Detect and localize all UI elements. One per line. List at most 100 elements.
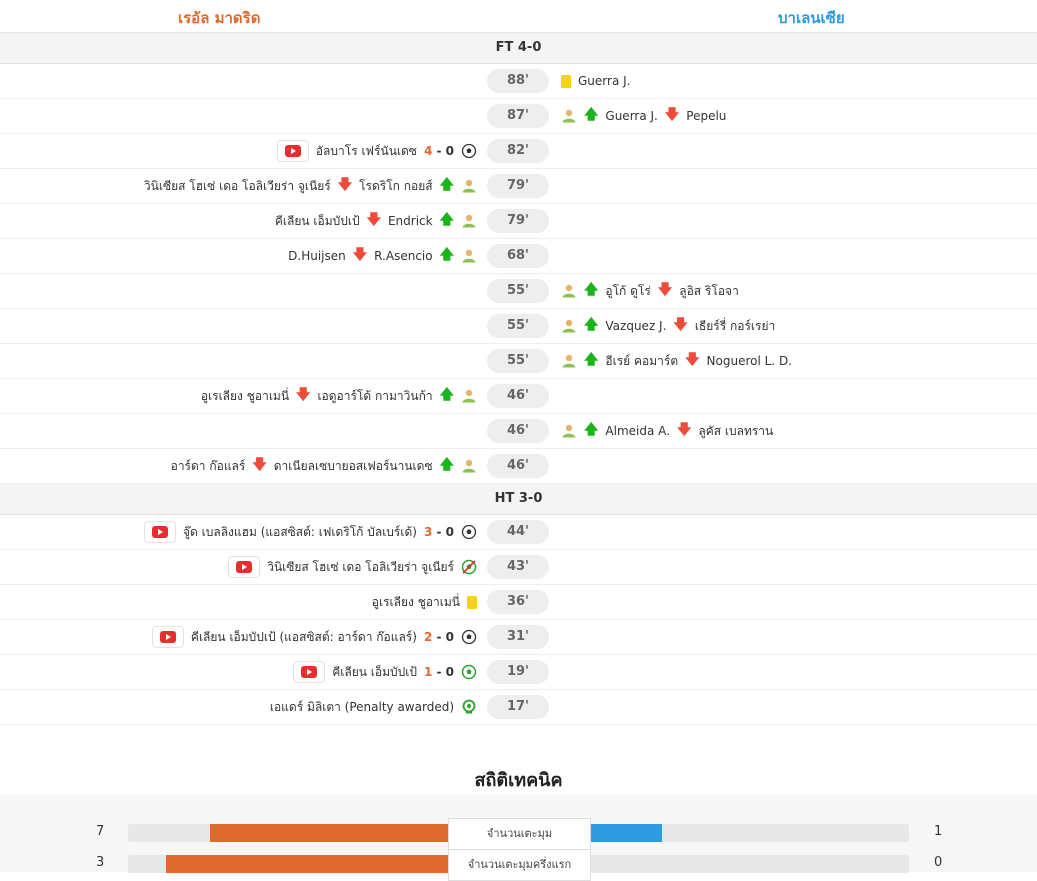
away-event: 🡅 Almeida A. 🡇 ลูคัส เบลทราน (561, 414, 773, 448)
player-out-name[interactable]: D.Huijsen (288, 249, 346, 263)
sub-in-arrow-icon: 🡅 (439, 177, 454, 193)
video-replay-button[interactable] (143, 521, 176, 543)
timeline-event-row: 46' อูเรเลียง ชูอาเมนี่ 🡇 เอดูอาร์โด้ กามาว… (0, 379, 1037, 414)
video-replay-button[interactable] (276, 140, 309, 162)
player-in-name[interactable]: อูโก้ ดูโร่ (605, 283, 651, 298)
video-play-icon (236, 561, 253, 573)
timeline-event-row: 82' อัลบาโร เฟร์นันเดซ 4 - 0 (0, 134, 1037, 169)
player-sub-icon (461, 249, 477, 263)
player-in-name[interactable]: Almeida A. (605, 424, 670, 438)
player-out-name[interactable]: Noguerol L. D. (706, 354, 792, 368)
timeline-event-row: 43' วินิเซียส โฮเซ่ เดอ โอลิเวียร่า จูเนี… (0, 550, 1037, 585)
timeline-event-row: 68' D.Huijsen 🡇 R.Asencio 🡅 (0, 239, 1037, 274)
player-out-name[interactable]: ลูคัส เบลทราน (698, 423, 774, 438)
goal-ball-icon (461, 629, 477, 645)
player-in-name[interactable]: Endrick (387, 214, 433, 228)
yellow-card-icon (561, 74, 571, 88)
event-minute: 17' (487, 695, 549, 719)
timeline-event-row: 17' เอแดร์ มิลิเตา (Penalty awarded) (0, 690, 1037, 725)
player-name[interactable]: คีเลียน เอ็มบัปเป้ (332, 664, 417, 679)
event-minute: 68' (487, 244, 549, 268)
goal-score-home: 2 (423, 630, 433, 644)
player-name[interactable]: เอแดร์ มิลิเตา (Penalty awarded) (269, 699, 454, 714)
player-in-name[interactable]: Guerra J. (605, 109, 658, 123)
sub-in-arrow-icon: 🡅 (439, 247, 454, 263)
video-replay-button[interactable] (151, 626, 184, 648)
event-minute: 46' (487, 384, 549, 408)
player-name[interactable]: อัลบาโร เฟร์นันเดซ (315, 143, 417, 158)
home-event: จู๊ด เบลลิงแฮม (แอสซิสต์: เฟเดริโก้ บัลเ… (143, 515, 477, 549)
penalty-goal-icon (461, 664, 477, 680)
away-event: 🡅 อูโก้ ดูโร่ 🡇 ลูอิส ริโอจา (561, 274, 739, 308)
goal-score-away: 0 (445, 665, 454, 679)
sub-in-arrow-icon: 🡅 (584, 422, 599, 438)
player-sub-icon (561, 109, 577, 123)
away-team-name[interactable]: บาเลนเซีย (778, 9, 845, 27)
score-dash: - (432, 665, 446, 679)
goal-score-away: 0 (445, 525, 454, 539)
timeline-event-row: 46' 🡅 Almeida A. 🡇 ลูคัส เบลทราน (0, 414, 1037, 449)
player-sub-icon (561, 424, 577, 438)
video-replay-button[interactable] (293, 661, 326, 683)
player-in-name[interactable]: R.Asencio (374, 249, 433, 263)
sub-in-arrow-icon: 🡅 (584, 282, 599, 298)
player-in-name[interactable]: เอดูอาร์โด้ กามาวินก้า (317, 388, 433, 403)
home-event: D.Huijsen 🡇 R.Asencio 🡅 (288, 239, 477, 273)
stat-bar-home (210, 824, 519, 842)
goal-score-home: 4 (423, 144, 433, 158)
player-in-name[interactable]: โรดริโก กอยส์ (359, 178, 433, 193)
stat-away-value: 1 (934, 824, 943, 839)
timeline-event-row: 19' คีเลียน เอ็มบัปเป้ 1 - 0 (0, 655, 1037, 690)
goal-score: 3 - 0 (424, 525, 454, 539)
sub-in-arrow-icon: 🡅 (584, 352, 599, 368)
player-name[interactable]: Guerra J. (578, 74, 631, 88)
player-name[interactable]: คีเลียน เอ็มบัปเป้ (แอสซิสต์: อาร์ดา ก๊อ… (190, 629, 417, 644)
timeline-event-row: 87' 🡅 Guerra J. 🡇 Pepelu (0, 99, 1037, 134)
yellow-card-icon (467, 595, 477, 609)
sub-in-arrow-icon: 🡅 (439, 212, 454, 228)
away-event: 🡅 Vazquez J. 🡇 เธียร์รี่ กอร์เรย่า (561, 309, 775, 343)
timeline-event-row: 31' คีเลียน เอ็มบัปเป้ (แอสซิสต์: อาร์ดา … (0, 620, 1037, 655)
player-sub-icon (461, 459, 477, 473)
player-out-name[interactable]: เธียร์รี่ กอร์เรย่า (694, 318, 776, 333)
player-name[interactable]: วินิเซียส โฮเซ่ เดอ โอลิเวียร่า จูเนียร์ (267, 559, 454, 574)
player-out-name[interactable]: Pepelu (686, 109, 727, 123)
score-dash: - (432, 144, 446, 158)
stat-away-value: 0 (934, 855, 943, 870)
home-event: อูเรเลียง ชูอาเมนี่ 🡇 เอดูอาร์โด้ กามาวินก… (201, 379, 477, 413)
sub-out-arrow-icon: 🡇 (676, 422, 692, 438)
player-out-name[interactable]: อูเรเลียง ชูอาเมนี่ (200, 388, 290, 403)
teams-header: เรอัล มาดริด บาเลนเซีย (0, 0, 1037, 33)
home-event: คีเลียน เอ็มบัปเป้ 1 - 0 (293, 655, 477, 689)
timeline-event-row: 46' อาร์ดา ก๊อแลร์ 🡇 ดาเนียลเซบายอสเฟอร์นาน… (0, 449, 1037, 484)
event-minute: 55' (487, 349, 549, 373)
stat-row: 3 0 จำนวนเตะมุมครึ่งแรก (0, 849, 1037, 881)
home-event: อัลบาโร เฟร์นันเดซ 4 - 0 (276, 134, 477, 168)
home-event: เอแดร์ มิลิเตา (Penalty awarded) (270, 690, 477, 724)
player-out-name[interactable]: คีเลียน เอ็มบัปเป้ (274, 213, 360, 228)
player-out-name[interactable]: วินิเซียส โฮเซ่ เดอ โอลิเวียร่า จูเนียร์ (143, 178, 331, 193)
sub-out-arrow-icon: 🡇 (337, 177, 353, 193)
event-minute: 46' (487, 454, 549, 478)
sub-out-arrow-icon: 🡇 (352, 247, 368, 263)
player-out-name[interactable]: ลูอิส ริโอจา (679, 283, 739, 298)
player-sub-icon (461, 214, 477, 228)
player-in-name[interactable]: ดาเนียลเซบายอสเฟอร์นานเดซ (273, 458, 433, 473)
home-team-name[interactable]: เรอัล มาดริด (178, 9, 261, 27)
player-in-name[interactable]: Vazquez J. (605, 319, 667, 333)
home-event: อูเรเลียง ชูอาเมนี่ (372, 585, 477, 619)
period-separator: HT 3-0 (0, 484, 1037, 515)
goal-score-away: 0 (445, 144, 454, 158)
goal-score: 4 - 0 (424, 144, 454, 158)
player-in-name[interactable]: อีเรย์ คอมาร์ต (605, 353, 679, 368)
var-penalty-icon (461, 699, 477, 715)
sub-in-arrow-icon: 🡅 (584, 107, 599, 123)
match-timeline: FT 4-0 88' Guerra J. 87' 🡅 Guerra J. 🡇 Pepelu 82… (0, 33, 1037, 725)
player-sub-icon (561, 354, 577, 368)
video-replay-button[interactable] (228, 556, 261, 578)
away-event: 🡅 อีเรย์ คอมาร์ต 🡇 Noguerol L. D. (561, 344, 792, 378)
sub-in-arrow-icon: 🡅 (439, 457, 454, 473)
player-name[interactable]: จู๊ด เบลลิงแฮม (แอสซิสต์: เฟเดริโก้ บัลเ… (182, 524, 417, 539)
player-out-name[interactable]: อาร์ดา ก๊อแลร์ (170, 458, 246, 473)
player-name[interactable]: อูเรเลียง ชูอาเมนี่ (371, 594, 460, 609)
